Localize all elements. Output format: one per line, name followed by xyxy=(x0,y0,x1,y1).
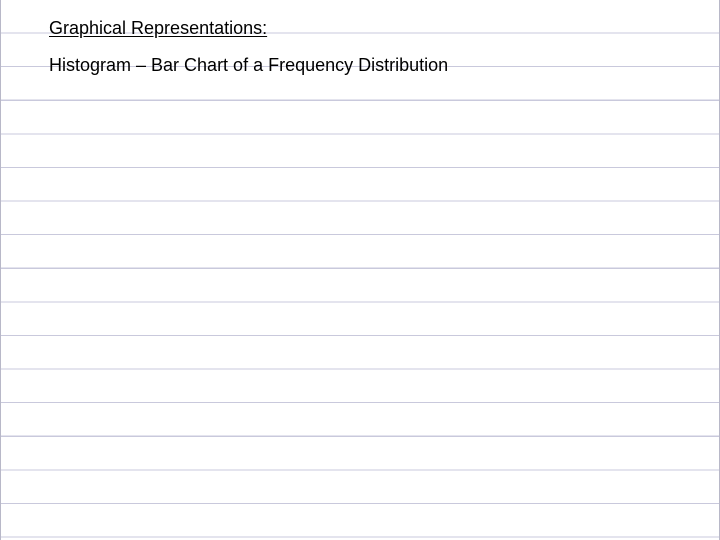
slide-subheading: Histogram – Bar Chart of a Frequency Dis… xyxy=(49,55,449,75)
slide-heading: Graphical Representations: xyxy=(49,18,268,38)
